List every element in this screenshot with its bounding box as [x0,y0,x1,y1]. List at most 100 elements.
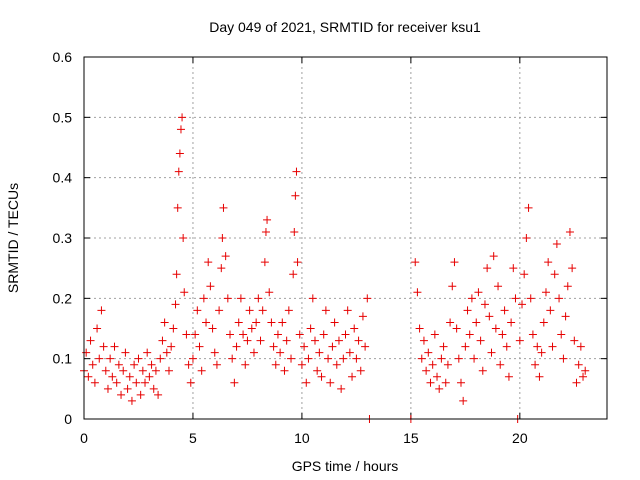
data-point [511,294,520,303]
data-point [441,378,450,387]
data-point [252,318,261,327]
data-point [463,306,472,315]
data-point [509,264,518,273]
data-point [330,318,339,327]
data-point [297,360,306,369]
data-point [179,234,188,242]
data-point [358,312,367,321]
data-point [548,342,557,351]
data-point [317,372,326,381]
data-point [555,294,564,303]
data-point [271,360,280,369]
data-point [103,384,112,393]
data-point [212,360,221,369]
data-point [108,372,117,381]
data-point [348,372,357,381]
data-point [343,306,352,315]
data-point [446,318,455,327]
data-point [164,366,173,375]
data-point [106,354,115,363]
y-tick-label: 0.4 [53,170,73,186]
data-point [494,282,503,291]
data-point [228,354,237,363]
data-point [171,300,180,309]
data-point [537,348,546,357]
data-point [565,227,574,236]
data-point [518,300,527,309]
data-point [437,354,446,363]
data-point [313,366,322,375]
data-point [328,342,337,351]
grid [84,57,607,419]
data-point [134,354,143,363]
data-point [315,348,324,357]
data-point [112,378,121,387]
data-point [310,336,319,345]
data-point [485,312,494,321]
data-point [576,342,585,351]
data-point [241,360,250,369]
data-point [178,113,187,122]
data-point [319,330,328,339]
data-point [167,342,176,351]
data-point [480,300,489,309]
data-point [424,348,433,357]
data-point [352,354,361,363]
data-point [93,324,102,333]
data-point [563,282,572,291]
data-point [356,366,365,375]
data-point [117,390,126,399]
data-point [472,318,481,327]
data-point [156,354,165,363]
data-point [419,336,428,345]
data-point [321,306,330,315]
data-point [345,348,354,357]
data-point [568,264,577,273]
data-point [541,288,550,297]
data-point [182,330,191,339]
data-point [450,258,459,267]
data-point [533,342,542,351]
data-point [261,227,270,236]
data-point [284,306,293,315]
data-point [452,324,461,333]
data-point [574,360,583,369]
data-point [524,203,533,212]
data-point [308,294,317,303]
data-point [97,306,106,315]
data-point [154,390,163,399]
data-point [476,336,485,345]
data-point [162,348,171,357]
data-point [188,354,197,363]
data-point [465,330,474,339]
data-point [439,342,448,351]
data-point [535,372,544,381]
data-point [539,318,548,327]
data-point [197,366,206,375]
data-point [160,318,169,327]
data-point [158,336,167,345]
data-point [282,336,291,345]
data-point [280,366,289,375]
data-point [263,215,272,224]
data-point [334,336,343,345]
data-point [552,240,561,249]
data-point [426,378,435,387]
chart-title: Day 049 of 2021, SRMTID for receiver ksu… [209,19,481,35]
data-point [467,294,476,303]
data-point [147,360,156,369]
data-point [174,167,183,176]
plot-frame [83,56,608,420]
data-point [173,203,182,212]
data-point [127,396,136,405]
data-point [143,348,152,357]
data-point [300,342,309,351]
data-point [500,306,509,315]
data-point [278,318,287,327]
data-point [526,294,535,303]
data-point [470,354,479,363]
data-point [483,264,492,273]
data-point [561,312,570,321]
data-point [559,354,568,363]
